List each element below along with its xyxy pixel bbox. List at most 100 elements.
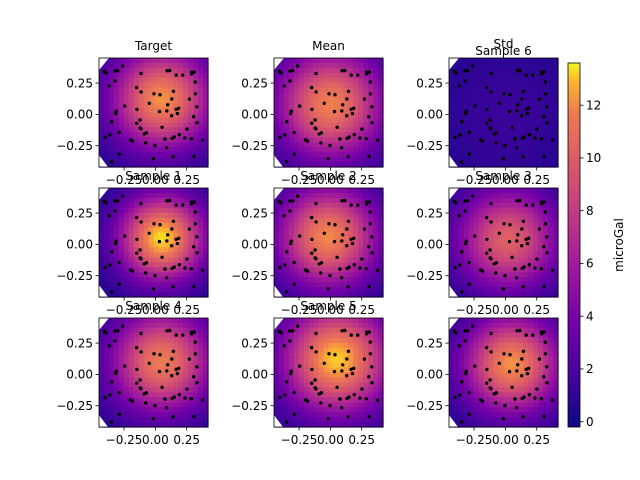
heat-cell xyxy=(118,67,125,74)
heat-cell xyxy=(308,257,315,263)
heat-cell xyxy=(143,407,150,413)
station-point xyxy=(368,92,373,96)
heat-cell xyxy=(274,262,280,268)
heat-cell xyxy=(148,277,155,283)
heat-cell xyxy=(488,322,495,329)
heat-cell xyxy=(328,122,335,128)
heat-cell xyxy=(183,362,189,369)
station-point xyxy=(157,239,162,244)
heat-cell xyxy=(128,332,135,339)
station-point xyxy=(458,263,462,267)
heat-cell xyxy=(99,407,105,413)
station-point xyxy=(160,385,164,389)
heat-cell xyxy=(303,407,310,413)
heat-cell xyxy=(338,412,344,418)
heat-cell xyxy=(133,117,140,123)
heat-cell xyxy=(313,62,320,69)
heat-cell xyxy=(158,107,164,114)
heat-cell xyxy=(99,367,105,374)
heat-cell xyxy=(138,382,145,388)
heat-cell xyxy=(513,212,519,219)
heat-cell xyxy=(523,77,529,84)
heat-cell xyxy=(543,262,549,268)
heat-cell xyxy=(343,192,349,199)
heat-cell xyxy=(553,237,559,244)
heat-cell xyxy=(168,152,174,158)
heat-cell xyxy=(178,362,184,369)
heat-cell xyxy=(488,102,495,109)
heat-cell xyxy=(103,362,110,369)
heat-cell xyxy=(203,318,209,324)
station-point xyxy=(368,352,373,356)
heat-cell xyxy=(513,377,519,383)
heat-cell xyxy=(333,127,339,133)
heat-cell xyxy=(503,327,510,334)
heat-cell xyxy=(173,222,179,229)
heat-cell xyxy=(178,318,184,324)
heat-cell xyxy=(133,292,140,298)
heat-cell xyxy=(293,407,300,413)
heat-cell xyxy=(358,77,364,84)
heat-cell xyxy=(478,402,485,408)
heat-cell xyxy=(298,227,305,234)
heat-cell xyxy=(303,162,310,168)
heat-cell xyxy=(323,407,330,413)
heat-cell xyxy=(168,282,174,288)
heat-cell xyxy=(463,232,470,239)
heat-cell xyxy=(353,382,359,388)
heat-cell xyxy=(298,347,305,354)
heat-cell xyxy=(453,402,460,408)
heat-cell xyxy=(468,207,475,214)
heat-cell xyxy=(293,188,300,194)
heat-cell xyxy=(533,362,539,369)
heat-cell xyxy=(113,92,120,99)
heat-cell xyxy=(528,257,534,263)
heat-cell xyxy=(373,147,379,153)
heat-cell xyxy=(338,87,344,94)
heat-cell xyxy=(99,77,105,84)
heat-cell xyxy=(198,387,204,393)
heat-cell xyxy=(378,397,384,403)
heat-cell xyxy=(553,122,559,128)
station-point xyxy=(117,130,121,135)
heat-cell xyxy=(113,342,120,349)
heat-cell xyxy=(478,282,485,288)
heat-cell xyxy=(513,347,519,354)
heat-cell xyxy=(298,77,305,84)
heat-cell xyxy=(483,422,490,428)
heat-cell xyxy=(318,232,325,239)
heat-cell xyxy=(483,347,490,354)
heat-cell xyxy=(138,82,145,89)
heat-cell xyxy=(318,392,325,398)
heat-cell xyxy=(99,202,105,209)
heat-cell xyxy=(178,102,184,109)
station-point xyxy=(531,203,535,207)
heat-cell xyxy=(333,382,339,388)
heat-cell xyxy=(133,192,140,199)
heat-cell xyxy=(323,322,330,329)
heat-cell xyxy=(173,327,179,334)
heat-cell xyxy=(498,162,505,168)
heat-cell xyxy=(473,92,480,99)
heat-cell xyxy=(283,292,290,298)
heat-cell xyxy=(513,157,519,163)
heat-cell xyxy=(298,127,305,133)
heat-cell xyxy=(308,377,315,383)
heat-cell xyxy=(128,252,135,258)
heat-cell xyxy=(493,152,500,158)
heat-cell xyxy=(498,197,505,204)
heat-cell xyxy=(358,192,364,199)
heat-cell xyxy=(473,62,480,69)
heat-cell xyxy=(153,72,160,79)
heat-cell xyxy=(303,387,310,393)
heat-cell xyxy=(353,188,359,194)
heat-cell xyxy=(333,157,339,163)
heat-cell xyxy=(133,332,140,339)
heat-cell xyxy=(538,82,544,89)
heat-cell xyxy=(328,342,335,349)
heat-cell xyxy=(318,362,325,369)
heat-cell xyxy=(548,117,554,123)
heat-cell xyxy=(468,232,475,239)
station-point xyxy=(189,267,193,271)
heat-cell xyxy=(183,332,189,339)
